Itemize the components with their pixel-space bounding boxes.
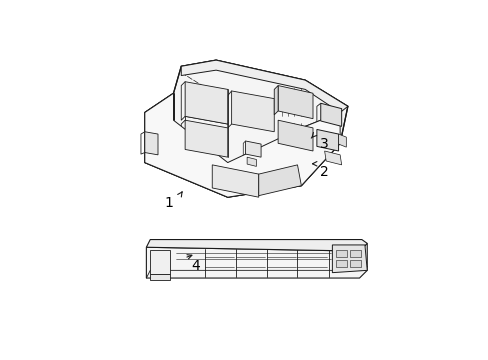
Polygon shape xyxy=(144,132,158,155)
Polygon shape xyxy=(316,130,338,151)
Polygon shape xyxy=(185,82,227,124)
Polygon shape xyxy=(258,165,301,196)
Polygon shape xyxy=(146,239,366,251)
Text: 3: 3 xyxy=(320,138,328,151)
Text: 1: 1 xyxy=(164,195,173,210)
Polygon shape xyxy=(144,60,347,197)
Polygon shape xyxy=(338,134,346,147)
Polygon shape xyxy=(274,86,278,115)
Polygon shape xyxy=(212,165,258,197)
Polygon shape xyxy=(181,60,347,112)
Text: 2: 2 xyxy=(320,165,328,179)
Polygon shape xyxy=(150,274,169,280)
Polygon shape xyxy=(231,91,274,132)
Polygon shape xyxy=(246,157,256,166)
Polygon shape xyxy=(336,260,346,267)
Polygon shape xyxy=(324,151,341,165)
Text: 4: 4 xyxy=(191,259,200,273)
Polygon shape xyxy=(349,249,360,257)
Polygon shape xyxy=(349,260,360,267)
Polygon shape xyxy=(245,141,261,157)
Polygon shape xyxy=(336,249,346,257)
Polygon shape xyxy=(332,245,366,273)
Polygon shape xyxy=(320,103,341,126)
Polygon shape xyxy=(278,120,312,151)
Polygon shape xyxy=(144,93,340,197)
Polygon shape xyxy=(278,86,312,119)
Polygon shape xyxy=(146,243,366,278)
Polygon shape xyxy=(150,249,169,274)
Polygon shape xyxy=(185,120,227,157)
